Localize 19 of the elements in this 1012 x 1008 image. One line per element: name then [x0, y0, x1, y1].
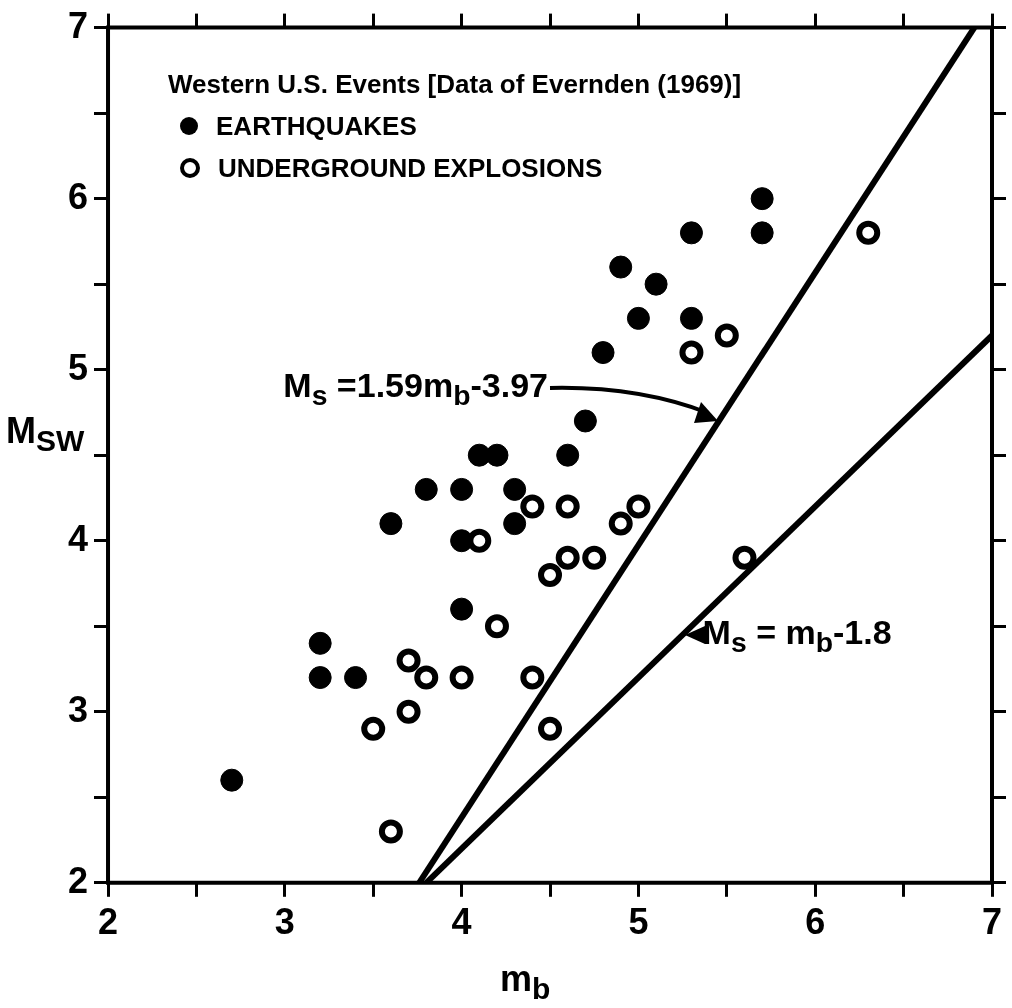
x-tick-label: 7	[981, 901, 1003, 943]
x-tick-label: 6	[805, 901, 826, 943]
x-tick-label: 3	[274, 901, 295, 943]
y-tick-label: 6	[67, 175, 89, 217]
x-axis-title: m$_{b}$	[500, 958, 551, 1007]
legend-label: UNDERGROUND EXPLOSIONS	[218, 151, 603, 185]
y-tick-label: 5	[67, 346, 89, 388]
legend-title: Western U.S. Events [Data of Evernden (1969)]	[168, 67, 742, 101]
y-tick-label: 7	[67, 4, 89, 46]
x-tick-label: 5	[628, 901, 649, 943]
y-tick-label: 2	[67, 859, 89, 901]
annotation: M$_{s}$ = m$_{b}$-1.8	[702, 612, 893, 659]
x-tick-label: 2	[98, 901, 119, 943]
y-tick-label: 4	[67, 517, 89, 559]
y-tick-label: 3	[67, 688, 89, 730]
y-axis-title: M$_{SW}$	[6, 410, 85, 459]
x-tick-label: 4	[451, 901, 472, 943]
legend-label: EARTHQUAKES	[216, 109, 417, 143]
annotation: M$_{s}$ =1.59m$_{b}$-3.97	[282, 365, 548, 412]
